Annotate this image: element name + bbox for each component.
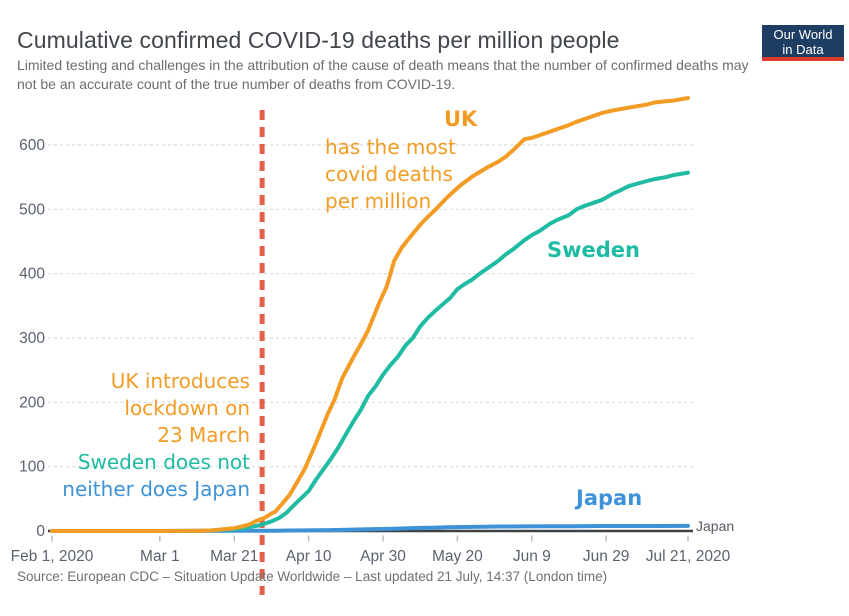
chart-subtitle: Limited testing and challenges in the at…	[17, 57, 749, 92]
owid-logo-line2: in Data	[782, 42, 824, 57]
lockdown-japan-text: neither does Japan	[62, 477, 250, 501]
x-tick-label: Apr 10	[286, 548, 332, 565]
series-end-label-japan: Japan	[696, 518, 734, 534]
lockdown-annotation: UK introduces lockdown on 23 March Swede…	[0, 341, 250, 503]
x-tick-label: Jun 29	[583, 548, 630, 565]
x-tick-label: Mar 21	[210, 548, 258, 565]
x-tick-label: Mar 1	[140, 548, 180, 565]
y-tick-label-100: 100	[19, 459, 45, 476]
y-tick-label-600: 600	[19, 137, 45, 154]
y-tick-label-200: 200	[19, 394, 45, 411]
sweden-series-label: Sweden	[547, 238, 640, 262]
owid-logo: Our World in Data	[762, 25, 844, 61]
lockdown-sweden-text: Sweden does not	[77, 450, 250, 474]
series-line-uk	[50, 96, 690, 533]
owid-logo-red-bar	[762, 57, 844, 61]
y-tick-label-0: 0	[36, 523, 45, 540]
x-tick-label: Jun 9	[513, 548, 551, 565]
series-line-sweden	[50, 170, 690, 533]
series-line-japan	[50, 523, 690, 533]
uk-series-label: UK	[444, 107, 478, 131]
page-title: Cumulative confirmed COVID-19 deaths per…	[17, 27, 620, 53]
source-note: Source: European CDC – Situation Update …	[17, 569, 608, 584]
lockdown-uk-text: UK introduces lockdown on 23 March	[110, 369, 250, 447]
x-tick-label: Apr 30	[360, 548, 406, 565]
japan-series-label: Japan	[576, 486, 643, 510]
y-tick-label-500: 500	[19, 201, 45, 218]
uk-note-annotation: has the most covid deaths per million	[325, 135, 456, 213]
x-tick-label: Jul 21, 2020	[646, 548, 731, 565]
x-tick-label: May 20	[432, 548, 483, 565]
y-tick-label-400: 400	[19, 266, 45, 283]
y-tick-label-300: 300	[19, 330, 45, 347]
x-tick-label: Feb 1, 2020	[11, 548, 94, 565]
owid-logo-line1: Our World	[773, 27, 833, 42]
